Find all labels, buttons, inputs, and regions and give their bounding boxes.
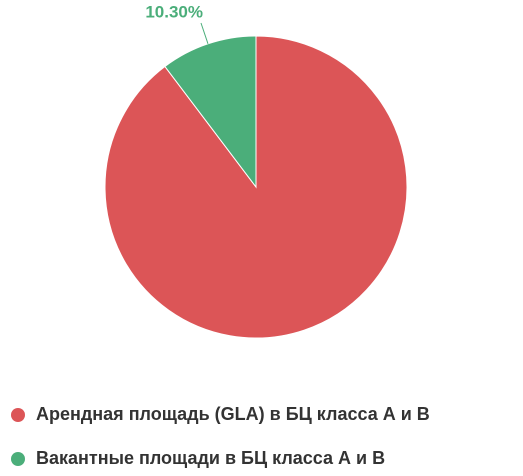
legend-label: Вакантные площади в БЦ класса А и В xyxy=(36,448,385,468)
leader-line xyxy=(200,22,209,44)
legend-marker xyxy=(11,452,25,466)
legend-label: Арендная площадь (GLA) в БЦ класса А и В xyxy=(36,404,430,424)
pie-slice xyxy=(164,35,257,189)
data-label: 10.30% xyxy=(145,2,203,21)
legend-marker xyxy=(11,408,25,422)
